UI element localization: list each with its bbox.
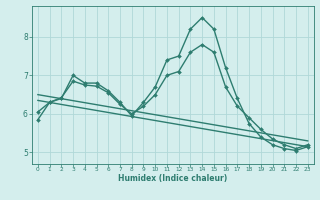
X-axis label: Humidex (Indice chaleur): Humidex (Indice chaleur) [118,174,228,183]
